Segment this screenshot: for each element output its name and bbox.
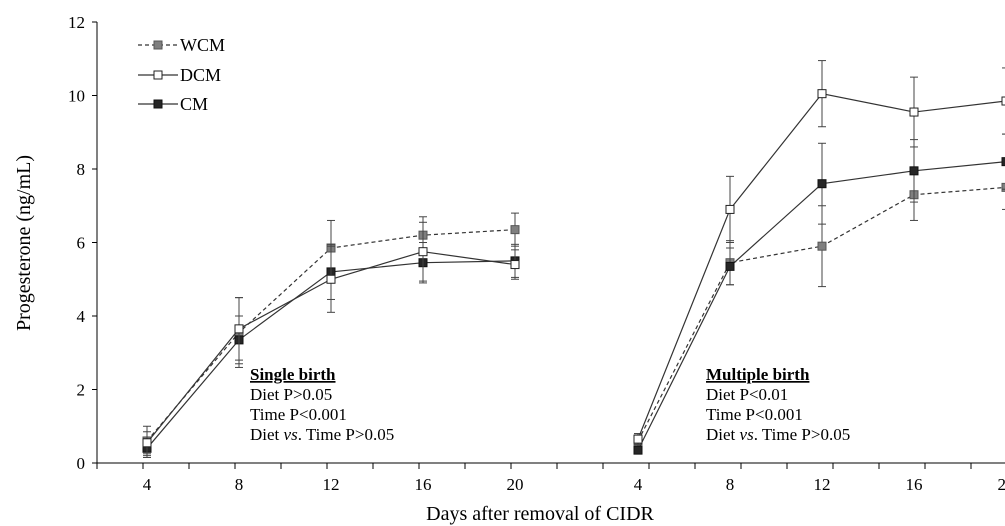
data-point	[326, 274, 336, 284]
legend-item-wcm: WCM	[138, 35, 225, 55]
data-point	[510, 225, 520, 235]
y-tick-label: 0	[77, 454, 86, 473]
x-tick-label: 12	[814, 475, 831, 494]
annotation-line: Diet vs. Time P>0.05	[706, 425, 850, 444]
annotation-line: Time P<0.001	[250, 405, 347, 424]
legend-label: CM	[180, 94, 208, 114]
annotation-title: Multiple birth	[706, 365, 810, 384]
legend-item-dcm: DCM	[138, 65, 221, 85]
x-tick-label: 4	[634, 475, 643, 494]
y-tick-label: 6	[77, 234, 86, 253]
series-wcm-panel-2	[633, 164, 1005, 449]
annotation-line: Diet P<0.01	[706, 385, 788, 404]
x-tick-label: 20	[507, 475, 524, 494]
data-point	[817, 241, 827, 251]
x-tick-label: 12	[323, 475, 340, 494]
y-tick-label: 2	[77, 381, 86, 400]
y-tick-label: 4	[77, 307, 86, 326]
data-point	[725, 261, 735, 271]
data-point	[1001, 157, 1005, 167]
legend-marker	[153, 99, 163, 109]
data-point	[633, 445, 643, 455]
y-tick-label: 12	[68, 13, 85, 32]
legend-marker	[153, 70, 163, 80]
data-point	[909, 107, 919, 117]
data-point	[633, 434, 643, 444]
data-point	[510, 260, 520, 270]
annotation-line: Diet vs. Time P>0.05	[250, 425, 394, 444]
series-dcm-panel-1	[142, 221, 520, 455]
y-tick-label: 8	[77, 160, 86, 179]
annotation-title: Single birth	[250, 365, 336, 384]
data-point	[909, 166, 919, 176]
x-tick-label: 16	[906, 475, 923, 494]
data-point	[234, 324, 244, 334]
series-layer	[142, 60, 1005, 458]
x-tick-label: 8	[726, 475, 735, 494]
data-point	[817, 89, 827, 99]
x-tick-label: 16	[415, 475, 432, 494]
series-dcm-panel-2	[633, 60, 1005, 446]
data-point	[725, 204, 735, 214]
legend-label: WCM	[180, 35, 225, 55]
data-point	[142, 438, 152, 448]
y-tick-label: 10	[68, 87, 85, 106]
annotation-line: Diet P>0.05	[250, 385, 332, 404]
x-axis-title: Days after removal of CIDR	[426, 503, 654, 525]
annotation-line: Time P<0.001	[706, 405, 803, 424]
x-tick-label: 4	[143, 475, 152, 494]
data-point	[1001, 96, 1005, 106]
legend-item-cm: CM	[138, 94, 208, 114]
data-point	[418, 247, 428, 257]
legend: WCM DCM CM	[138, 35, 225, 114]
y-axis-title: Progesterone (ng/mL)	[13, 155, 35, 331]
legend-label: DCM	[180, 65, 221, 85]
data-point	[1001, 182, 1005, 192]
x-tick-label: 20	[998, 475, 1005, 494]
legend-marker	[153, 40, 163, 50]
axes: 0 2 4 6 8 10 12 4 8 12 16 20 4 8 12 16 20	[68, 13, 1005, 494]
series-cm-panel-2	[633, 133, 1005, 455]
data-point	[817, 179, 827, 189]
x-tick-label: 8	[235, 475, 244, 494]
